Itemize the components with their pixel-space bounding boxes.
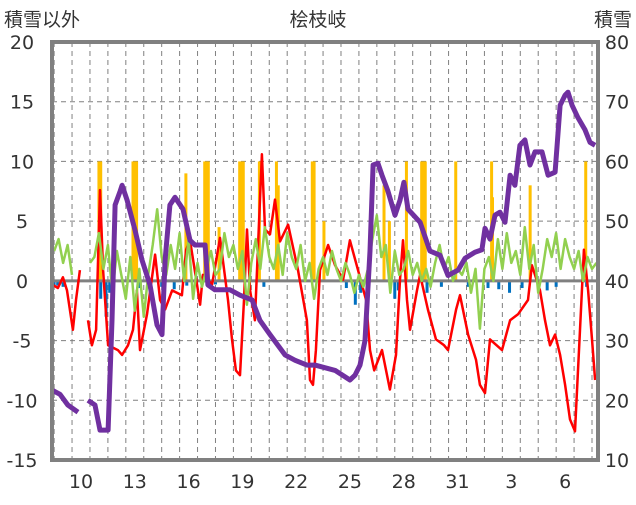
right-tick-label: 60	[605, 151, 629, 173]
x-tick-label: 6	[559, 471, 571, 493]
precip-bar	[238, 161, 242, 281]
left-tick-label: 15	[10, 92, 34, 114]
red-series-line	[51, 269, 82, 332]
x-tick-label: 16	[176, 471, 200, 493]
x-tick-label: 3	[505, 471, 517, 493]
precip-bar	[312, 161, 316, 281]
sunshine-bar	[508, 280, 512, 293]
left-tick-label: -5	[13, 331, 32, 353]
green-series-line	[52, 237, 74, 276]
x-tick-label: 19	[230, 471, 254, 493]
series-lines	[50, 89, 598, 433]
right-tick-label: 10	[605, 450, 629, 472]
sunshine-bar	[439, 280, 443, 287]
precip-bar	[404, 161, 408, 281]
purple-series-line	[86, 89, 597, 433]
sunshine-bar	[359, 280, 363, 293]
precip-bar	[206, 161, 210, 281]
right-tick-label: 80	[605, 32, 629, 54]
precip-bar	[203, 161, 207, 281]
precip-bar	[423, 161, 427, 281]
chart-title: 桧枝岐	[289, 9, 346, 31]
precip-bar	[584, 161, 588, 281]
sunshine-bar	[554, 280, 558, 287]
x-tick-label: 13	[123, 471, 147, 493]
sunshine-bar	[545, 280, 549, 291]
precip-bar	[421, 161, 425, 281]
right-tick-label: 30	[605, 331, 629, 353]
sunshine-bar	[466, 280, 470, 287]
sunshine-bar	[396, 280, 400, 291]
x-tick-label: 28	[392, 471, 416, 493]
left-tick-label: -15	[6, 450, 37, 472]
x-tick-label: 10	[69, 471, 93, 493]
precip-bar	[217, 227, 221, 281]
precip-bar	[239, 161, 243, 281]
sunshine-bar	[520, 280, 524, 289]
right-tick-label: 20	[605, 390, 629, 412]
left-tick-label: 5	[16, 211, 28, 233]
sunshine-bar	[497, 280, 501, 290]
sunshine-bar	[486, 280, 490, 289]
sunshine-bar	[344, 280, 348, 289]
precip-bar	[310, 161, 314, 281]
green-series-line	[88, 207, 598, 330]
right-tick-label: 70	[605, 92, 629, 114]
x-tick-label: 22	[284, 471, 308, 493]
precip-bar	[241, 161, 245, 281]
left-tick-label: 10	[10, 151, 34, 173]
sunshine-bar	[99, 280, 103, 299]
precip-bar	[387, 221, 391, 281]
right-axis-label: 積雪	[594, 9, 632, 31]
precip-bar	[205, 161, 209, 281]
left-tick-label: 20	[10, 32, 34, 54]
x-tick-label: 31	[445, 471, 469, 493]
sunshine-bar	[425, 280, 429, 293]
right-tick-label: 40	[605, 271, 629, 293]
sunshine-bar	[61, 280, 65, 287]
sunshine-bar	[52, 280, 56, 287]
x-tick-label: 25	[338, 471, 362, 493]
sunshine-bar	[108, 280, 112, 293]
precip-bar	[322, 221, 326, 281]
left-axis-label: 積雪以外	[4, 9, 80, 31]
sunshine-bar	[213, 280, 217, 285]
plot-border	[50, 40, 600, 462]
precip-bar	[454, 161, 458, 281]
sunshine-bar	[56, 280, 60, 286]
sunshine-bar	[185, 280, 189, 286]
precip-bar	[382, 185, 386, 281]
sunshine-bar	[172, 280, 176, 290]
purple-series-line	[50, 387, 80, 415]
precip-bar	[135, 161, 139, 281]
left-tick-label: -10	[6, 390, 37, 412]
sunshine-bar	[393, 280, 397, 299]
left-tick-label: 0	[16, 271, 28, 293]
precip-bar	[528, 185, 532, 281]
right-tick-label: 50	[605, 211, 629, 233]
sunshine-bar	[262, 280, 266, 287]
